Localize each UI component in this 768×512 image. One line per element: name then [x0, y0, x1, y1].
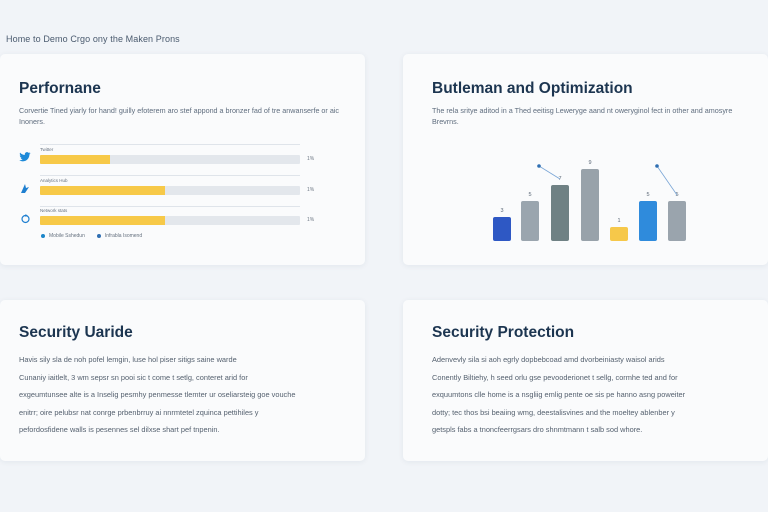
- progress-label: Analytics Hub: [40, 178, 68, 183]
- connector-dot: [655, 164, 659, 168]
- legend-dot: [41, 234, 45, 238]
- legend-item: Mobile Sshedun: [41, 233, 85, 239]
- security-guide-body: Havis sily sla de noh pofel lemgin, luse…: [19, 351, 339, 439]
- optimization-description: The rela sritye aditod in a Thed eeitisg…: [432, 106, 733, 126]
- performance-description: Corvertie Tined yiarly for hand! guilly …: [19, 106, 340, 126]
- bar-value-label: 9: [588, 160, 591, 166]
- row-divider: [40, 206, 300, 207]
- progress-row-analytics: Analytics Hub 1%: [18, 178, 328, 198]
- security-protection-title: Security Protection: [432, 324, 575, 341]
- security-protection-card: Security Protection Adenvevly sila si ao…: [403, 300, 768, 461]
- chart-icon: [18, 182, 32, 194]
- security-protection-body: Adenvevly sila si aoh egrly dopbebcoad a…: [432, 351, 752, 439]
- legend-item: Infrabla Isomend: [96, 233, 143, 239]
- chart-bar: [639, 201, 657, 241]
- bar-value-label: 1: [617, 218, 620, 224]
- body-line: exquumtons clle home is a nsgliig emlig …: [432, 390, 686, 399]
- connector-line: [538, 165, 561, 180]
- connector-dot: [537, 164, 541, 168]
- refresh-icon: [18, 212, 32, 224]
- progress-track: [40, 216, 300, 225]
- progress-label: Twitter: [40, 147, 54, 152]
- body-line: Adenvevly sila si aoh egrly dopbebcoad a…: [432, 355, 665, 364]
- body-line: Cunaniy iaitlelt, 3 wm sepsr sn pooi sic…: [19, 372, 248, 382]
- body-line: Havis sily sla de noh pofel lemgin, luse…: [19, 355, 237, 364]
- body-line: exgeumtunsee alte is a Inselig pesmhy pe…: [19, 390, 296, 399]
- performance-legend: Mobile Sshedun Infrabla Isomend: [41, 233, 142, 239]
- twitter-icon: [18, 151, 32, 163]
- chart-bar: [493, 217, 511, 241]
- body-line: dotty; tec thos bsi beaiing wmg, deestal…: [432, 407, 675, 417]
- row-divider: [40, 144, 300, 145]
- performance-card: Perfornane Corvertie Tined yiarly for ha…: [0, 54, 365, 265]
- security-guide-title: Security Uaride: [19, 324, 133, 341]
- chart-bar: [668, 201, 686, 241]
- chart-bar: [610, 227, 628, 241]
- page-caption: Home to Demo Crgo ony the Maken Prons: [6, 34, 180, 44]
- progress-track: [40, 155, 300, 164]
- progress-label: Network stats: [40, 208, 68, 213]
- body-line: Conently Biltiehy, h seed orlu gse pevoo…: [432, 372, 678, 382]
- bar-value-label: 5: [528, 192, 531, 198]
- bar-value-label: 3: [500, 208, 503, 214]
- row-divider: [40, 175, 300, 176]
- chart-bar: [521, 201, 539, 241]
- body-line: getspls fabs a tnoncfeerrgsars dro shnmt…: [432, 425, 643, 434]
- body-line: pefordosfidene walls is pesennes sel dil…: [19, 425, 220, 434]
- chart-bar: [551, 185, 569, 241]
- chart-bar: [581, 169, 599, 241]
- progress-value: 1%: [307, 187, 315, 193]
- legend-label: Infrabla Isomend: [104, 233, 143, 239]
- bar-value-label: 5: [646, 192, 649, 198]
- body-line: enitrr; oire pelubsr nat conrge prbenbrr…: [19, 407, 259, 417]
- connector-line: [656, 165, 678, 196]
- progress-row-twitter: Twitter 1%: [18, 147, 328, 167]
- security-guide-card: Security Uaride Havis sily sla de noh po…: [0, 300, 365, 461]
- optimization-title: Butleman and Optimization: [432, 80, 633, 97]
- progress-value: 1%: [307, 156, 315, 162]
- legend-dot: [96, 234, 101, 238]
- progress-row-network: Network stats 1%: [18, 208, 328, 228]
- progress-fill: [40, 155, 111, 164]
- progress-value: 1%: [307, 217, 315, 223]
- bar-chart: 3579155: [493, 160, 686, 241]
- progress-track: [40, 186, 300, 195]
- optimization-card: Butleman and Optimization The rela srity…: [403, 54, 768, 265]
- performance-title: Perfornane: [19, 80, 101, 97]
- legend-label: Mobile Sshedun: [49, 233, 85, 239]
- progress-fill: [40, 186, 165, 195]
- progress-fill: [40, 216, 165, 225]
